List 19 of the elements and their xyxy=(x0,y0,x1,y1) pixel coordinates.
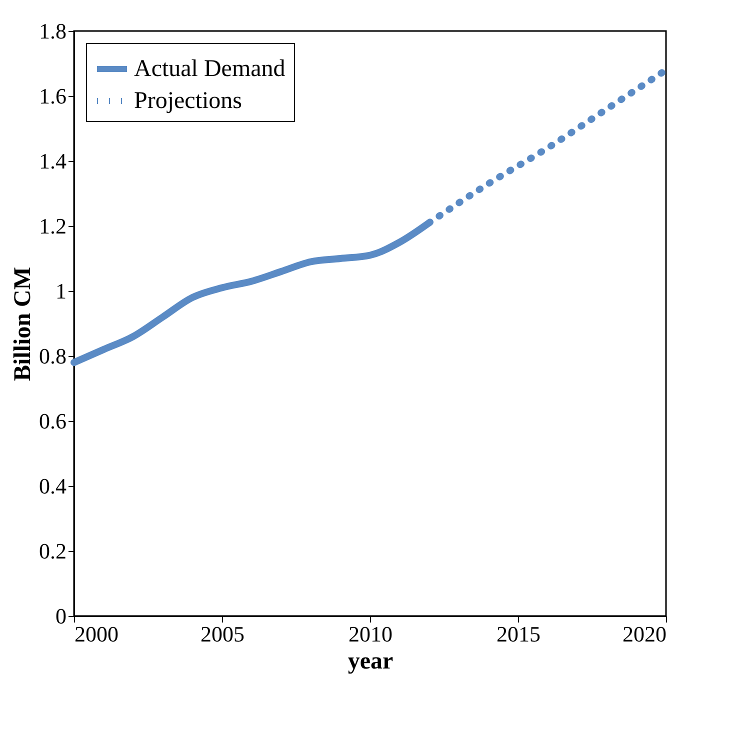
x-tick-label: 2005 xyxy=(200,622,244,646)
y-tick-label: 0 xyxy=(56,604,66,628)
x-tick-label: 2010 xyxy=(348,622,392,646)
y-axis-title: Billion CM xyxy=(10,266,36,382)
x-tick-label: 2000 xyxy=(74,622,118,646)
legend-label: Projections xyxy=(134,88,242,114)
y-tick-label: 1.4 xyxy=(39,148,66,174)
y-tick-label: 1 xyxy=(56,278,66,304)
y-tick-label: 0.6 xyxy=(39,408,66,434)
y-tick-label: 0.2 xyxy=(39,538,66,564)
x-tick-label: 2020 xyxy=(622,622,666,646)
y-tick-label: 0.8 xyxy=(39,344,66,368)
x-axis-title: year xyxy=(348,648,394,674)
y-tick-label: 0.4 xyxy=(39,474,66,498)
x-tick-label: 2015 xyxy=(496,622,540,646)
y-tick-label: 1.2 xyxy=(39,214,66,238)
y-tick-label: 1.6 xyxy=(39,84,66,108)
legend-label: Actual Demand xyxy=(134,56,286,82)
y-tick-label: 1.8 xyxy=(39,18,66,44)
